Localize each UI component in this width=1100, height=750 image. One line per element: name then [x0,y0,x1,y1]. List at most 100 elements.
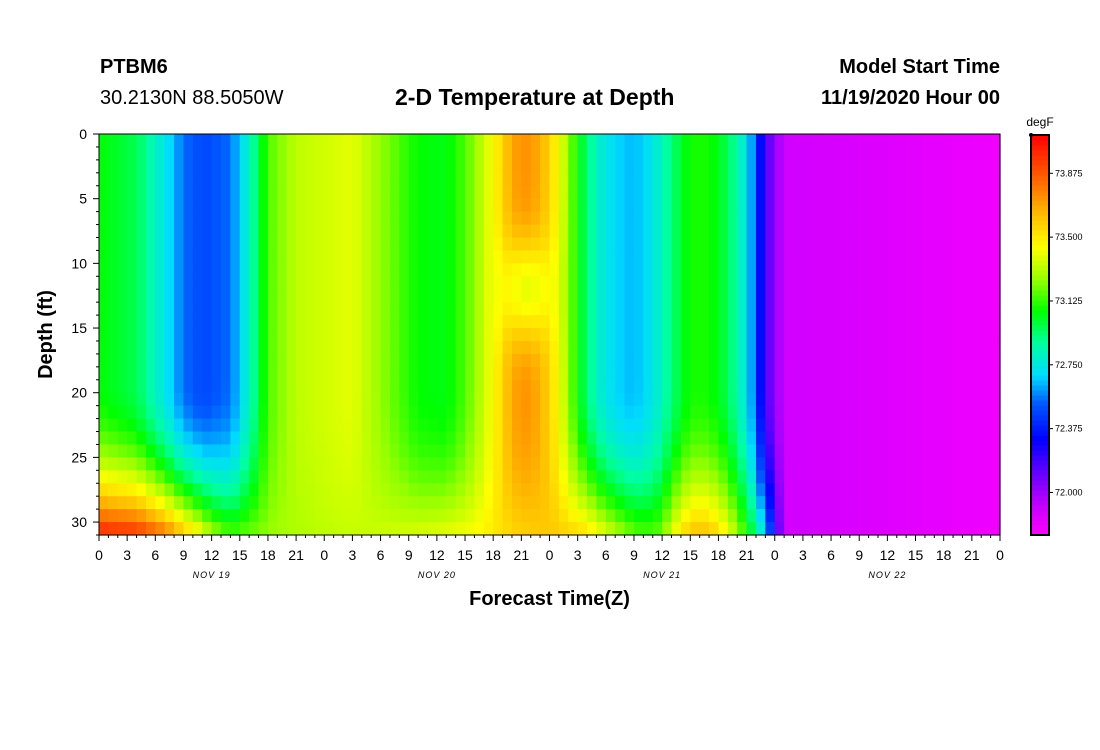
heatmap-cell [305,353,316,368]
heatmap-cell [568,457,579,471]
heatmap-cell [981,418,992,433]
heatmap-cell [108,237,119,252]
heatmap-cell [680,211,691,226]
heatmap-cell [877,276,888,290]
heatmap-cell [849,134,860,148]
heatmap-cell [971,392,982,407]
heatmap-cell [577,340,588,355]
heatmap-cell [934,146,945,161]
heatmap-cell [709,211,720,226]
colorbar-band [1031,190,1049,196]
heatmap-cell [633,224,644,239]
heatmap-cell [164,172,175,187]
heatmap-cell [859,353,870,368]
heatmap-cell [267,418,278,433]
heatmap-cell [286,340,297,355]
heatmap-cell [145,159,156,174]
heatmap-cell [192,353,203,368]
heatmap-cell [493,392,504,407]
heatmap-cell [953,353,964,368]
heatmap-cell [746,276,757,290]
heatmap-cell [380,405,391,420]
heatmap-cell [924,353,935,368]
heatmap-cell [202,250,213,264]
heatmap-cell [286,146,297,161]
heatmap-cell [502,470,513,484]
heatmap-cell [765,224,776,239]
heatmap-cell [277,418,288,433]
heatmap-cell [849,431,860,446]
heatmap-cell [502,289,513,303]
heatmap-cell [333,328,344,342]
heatmap-cell [202,211,213,226]
heatmap-cell [455,146,466,161]
heatmap-cell [408,224,419,239]
heatmap-cell [718,457,729,471]
heatmap-cell [990,353,1001,368]
heatmap-cell [174,224,185,239]
heatmap-cell [652,340,663,355]
heatmap-cell [802,315,813,329]
colorbar-band [1031,505,1049,511]
heatmap-cell [877,522,888,536]
heatmap-cell [286,289,297,303]
heatmap-cell [511,224,522,239]
heatmap-cell [267,509,278,523]
heatmap-cell [455,496,466,510]
heatmap-cell [877,224,888,239]
colorbar-band [1031,510,1049,516]
heatmap-cell [671,405,682,420]
heatmap-cell [455,211,466,226]
heatmap-cell [605,237,616,252]
heatmap-cell [230,159,241,174]
heatmap-cell [605,379,616,394]
heatmap-cell [296,289,307,303]
heatmap-cell [427,211,438,226]
heatmap-cell [371,159,382,174]
heatmap-cell [765,483,776,497]
heatmap-cell [624,470,635,484]
heatmap-cell [737,289,748,303]
heatmap-cell [371,444,382,458]
heatmap-cell [549,172,560,187]
heatmap-cell [812,470,823,484]
heatmap-cell [99,483,109,497]
heatmap-cell [174,444,185,458]
heatmap-cell [662,159,673,174]
heatmap-cell [145,418,156,433]
heatmap-cell [821,146,832,161]
heatmap-cell [577,392,588,407]
colorbar-band [1031,310,1049,316]
heatmap-cell [267,302,278,316]
heatmap-cell [840,250,851,264]
heatmap-cell [418,328,429,342]
heatmap-cell [249,134,260,148]
colorbar-band [1031,270,1049,276]
heatmap-cell [558,470,569,484]
heatmap-cell [877,353,888,368]
heatmap-cell [990,444,1001,458]
heatmap-cell [127,496,138,510]
heatmap-cell [652,366,663,381]
heatmap-cell [314,328,325,342]
heatmap-cell [371,289,382,303]
heatmap-cell [493,366,504,381]
heatmap-cell [877,418,888,433]
heatmap-cell [127,483,138,497]
heatmap-cell [361,470,372,484]
heatmap-cell [249,392,260,407]
heatmap-cell [446,211,457,226]
heatmap-cell [615,328,626,342]
heatmap-cell [258,444,269,458]
heatmap-cell [605,496,616,510]
heatmap-cell [389,444,400,458]
heatmap-cell [558,263,569,277]
heatmap-cell [314,457,325,471]
heatmap-cell [709,315,720,329]
heatmap-cell [577,250,588,264]
heatmap-cell [737,302,748,316]
heatmap-cell [202,315,213,329]
heatmap-cell [192,522,203,536]
heatmap-cell [127,522,138,536]
heatmap-cell [755,263,766,277]
